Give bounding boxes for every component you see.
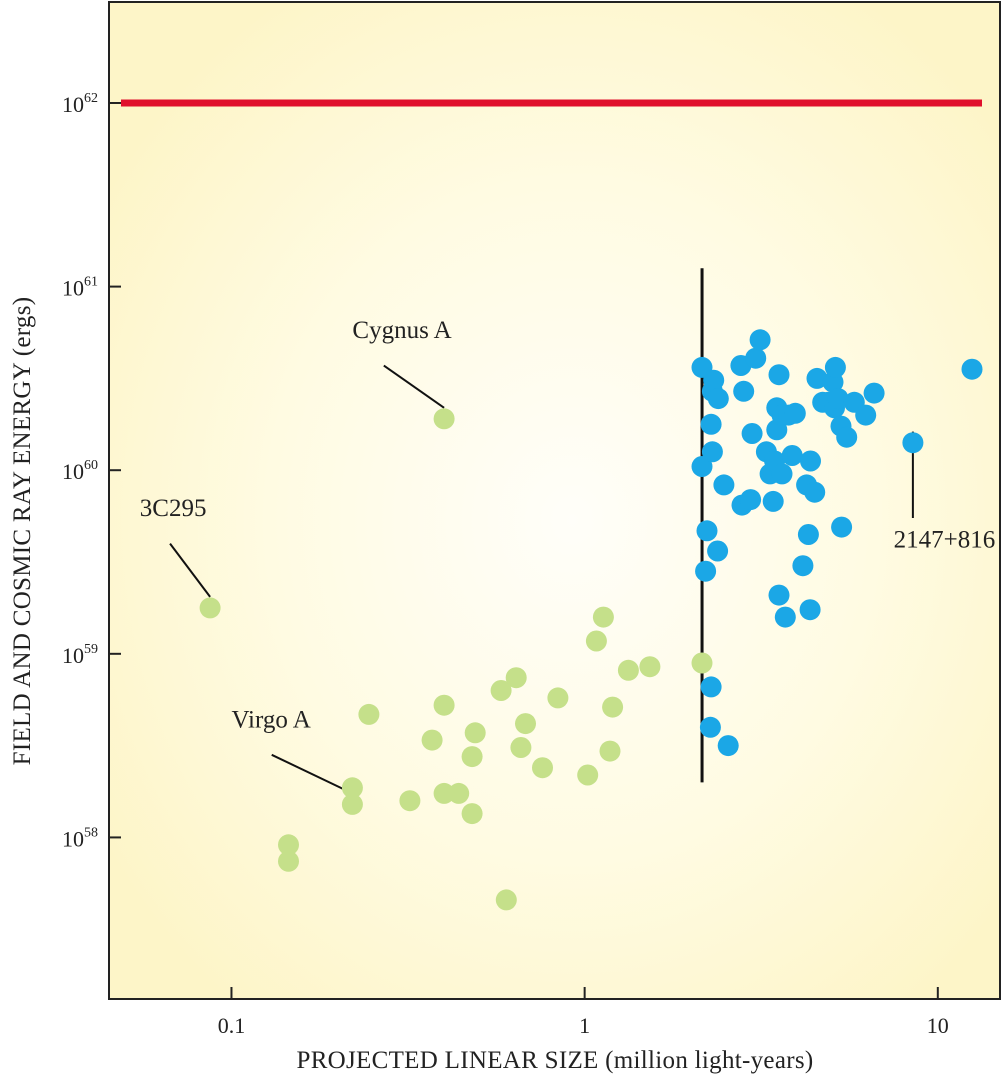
data-point-small-source (639, 656, 661, 678)
data-point-giant-source (733, 380, 755, 402)
data-point-small-source (515, 713, 536, 735)
data-point-small-source (341, 777, 363, 799)
data-point-giant-source (768, 364, 790, 386)
data-point-small-source (399, 790, 421, 812)
data-point-small-source (617, 659, 639, 681)
data-point-small-source (278, 834, 299, 856)
data-point-small-source (433, 408, 455, 430)
data-point-giant-source (863, 382, 885, 404)
data-point-giant-source (781, 445, 803, 466)
data-point-giant-source (707, 540, 729, 562)
data-point-small-source (448, 782, 470, 804)
data-point-small-source (199, 597, 221, 619)
data-point-small-source (461, 803, 483, 825)
data-point-giant-source (797, 524, 819, 545)
x-axis-title: PROJECTED LINEAR SIZE (million light-yea… (296, 1047, 813, 1074)
data-point-small-source (577, 764, 599, 786)
data-point-small-source (490, 680, 512, 701)
data-point-giant-source (799, 599, 821, 621)
plot-frame (108, 1, 1001, 1000)
data-point-small-source (510, 737, 532, 758)
data-point-giant-source (784, 402, 806, 424)
y-tick-label: 1060 (62, 458, 98, 484)
data-point-giant-source (792, 555, 814, 577)
data-point-giant-source (717, 735, 739, 757)
data-point-giant-source (695, 560, 717, 582)
data-point-small-source (433, 694, 455, 716)
data-point-small-source (585, 630, 607, 652)
annotation-label: 2147+816 (894, 526, 996, 553)
data-point-small-source (461, 746, 483, 768)
y-tick-label: 1062 (62, 91, 98, 117)
y-tick-label: 1059 (62, 642, 98, 668)
x-tick-label: 1 (579, 1013, 590, 1038)
data-point-giant-source (699, 716, 721, 738)
plot-background (109, 2, 1000, 999)
data-point-small-source (421, 729, 443, 751)
data-point-giant-source (741, 423, 763, 444)
data-point-giant-source (824, 356, 846, 378)
data-point-small-source (495, 889, 517, 911)
y-tick-label: 1061 (62, 275, 98, 301)
annotation-leader-line (271, 753, 353, 795)
data-point-giant-source (961, 358, 983, 380)
data-point-giant-source (827, 388, 849, 410)
data-point-giant-source (749, 329, 771, 351)
annotation-leader-line (383, 364, 445, 409)
data-point-giant-source (774, 606, 796, 628)
data-point-small-source (602, 696, 624, 718)
data-point-giant-source (836, 426, 858, 448)
data-point-giant-source (700, 413, 722, 435)
annotation-label: Cygnus A (352, 317, 451, 344)
y-tick-label: 1058 (62, 825, 98, 851)
data-point-giant-source (740, 489, 762, 511)
data-point-small-source (358, 703, 380, 725)
data-point-giant-source (768, 584, 790, 606)
data-point-giant-source (713, 474, 735, 496)
data-point-small-source (464, 722, 486, 744)
data-point-small-source (547, 687, 569, 709)
x-tick-label: 0.1 (218, 1013, 246, 1038)
data-point-small-source (278, 850, 299, 872)
annotation-leader-line (169, 543, 211, 598)
data-point-giant-source (771, 463, 793, 485)
data-point-giant-source (745, 347, 767, 369)
data-point-giant-source (804, 481, 826, 503)
data-point-small-source (505, 667, 527, 689)
data-point-small-source (532, 757, 553, 779)
data-point-small-source (341, 793, 363, 815)
data-point-giant-source (701, 441, 723, 463)
data-point-giant-source (806, 367, 828, 389)
annotation-label: 3C295 (140, 495, 207, 522)
annotation-label: Virgo A (231, 706, 310, 733)
data-point-giant-source (707, 388, 729, 410)
data-point-giant-source (762, 490, 784, 512)
y-axis-title: FIELD AND COSMIC RAY ENERGY (ergs) (9, 297, 36, 766)
data-point-small-source (691, 652, 713, 674)
data-point-small-source (433, 782, 455, 804)
data-point-small-source (592, 606, 614, 628)
data-point-giant-source (902, 432, 924, 454)
data-point-giant-source (696, 520, 718, 542)
data-point-giant-source (800, 450, 821, 472)
data-point-giant-source (700, 676, 722, 698)
data-point-small-source (599, 740, 621, 762)
data-point-giant-source (691, 456, 713, 477)
x-tick-label: 10 (927, 1013, 949, 1038)
data-point-giant-source (831, 516, 853, 538)
data-point-giant-source (855, 404, 877, 426)
data-point-giant-source (703, 369, 725, 391)
